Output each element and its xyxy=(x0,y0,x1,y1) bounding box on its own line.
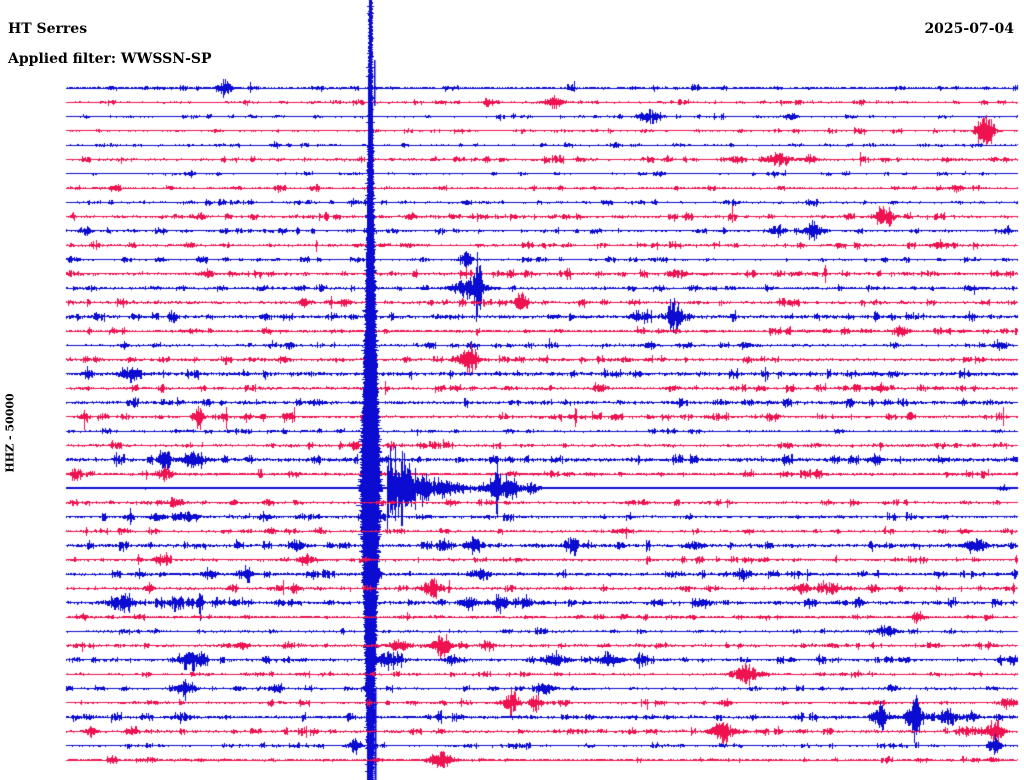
time-axis: 00:0000:3001:0001:3002:0002:3003:0003:30… xyxy=(0,0,64,780)
